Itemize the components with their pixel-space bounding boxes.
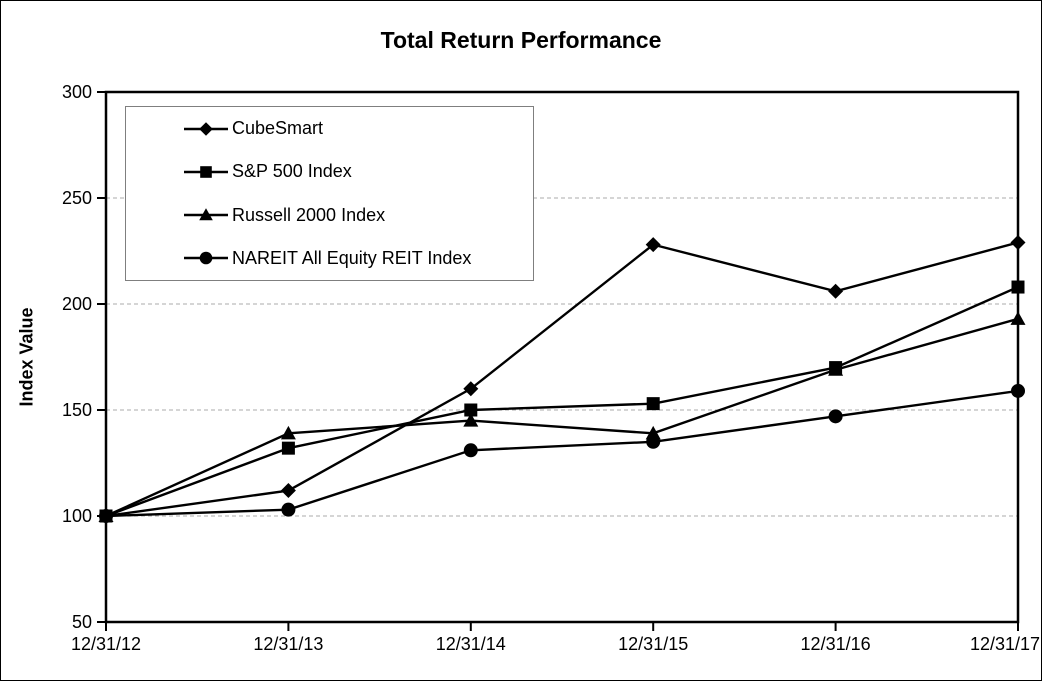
series-line-triangle [105, 317, 1019, 518]
triangle-marker [280, 425, 296, 440]
diamond-marker [828, 283, 844, 299]
triangle-marker [1010, 311, 1026, 325]
square-marker [99, 509, 113, 523]
circle-marker [646, 434, 661, 449]
square-marker [646, 397, 660, 411]
triangle-marker [463, 413, 479, 427]
x-tick-label: 12/31/14 [436, 634, 506, 654]
x-tick-label: 12/31/16 [801, 634, 871, 654]
legend-item-circle: NAREIT All Equity REIT Index [184, 237, 533, 280]
square-marker [829, 361, 843, 375]
diamond-marker [280, 483, 296, 499]
legend-item-triangle: Russell 2000 Index [184, 194, 533, 237]
y-tick-label: 300 [62, 82, 92, 102]
square-marker [464, 403, 478, 417]
legend-label: Russell 2000 Index [232, 204, 386, 225]
series-line-circle [105, 389, 1019, 518]
square-marker [281, 441, 295, 455]
diamond-marker [645, 237, 661, 253]
triangle-marker [199, 208, 213, 221]
legend-label: NAREIT All Equity REIT Index [232, 247, 472, 268]
legend: CubeSmart S&P 500 Index Russell 2000 Index… [125, 106, 534, 281]
x-tick-label: 12/31/12 [71, 634, 141, 654]
circle-marker [828, 409, 843, 424]
y-tick-label: 200 [62, 294, 92, 314]
square-marker [200, 166, 212, 178]
diamond-marker [199, 121, 213, 136]
diamond-marker [1010, 235, 1026, 251]
legend-label: CubeSmart [232, 118, 324, 139]
series-line-diamond [105, 241, 1019, 518]
legend-label: S&P 500 Index [232, 161, 352, 182]
series-line-square [105, 285, 1019, 518]
y-tick-label: 50 [72, 612, 92, 632]
legend-key-diamond-icon [184, 121, 228, 136]
legend-key-triangle-icon [184, 208, 228, 221]
legend-item-square: S&P 500 Index [184, 150, 533, 193]
legend-key-circle-icon [184, 252, 228, 265]
y-tick-label: 250 [62, 188, 92, 208]
chart-title: Total Return Performance [380, 27, 662, 53]
y-tick-label: 150 [62, 400, 92, 420]
x-tick-label: 12/31/13 [253, 634, 323, 654]
x-tick-label: 12/31/17 [970, 634, 1040, 654]
circle-marker [199, 252, 213, 265]
circle-marker [463, 443, 478, 458]
legend-item-diamond: CubeSmart [184, 107, 533, 150]
legend-key-square-icon [184, 166, 228, 178]
diamond-marker [463, 381, 479, 397]
y-tick-label: 100 [62, 506, 92, 526]
square-marker [1011, 280, 1025, 294]
x-tick-label: 12/31/15 [618, 634, 688, 654]
circle-marker [281, 502, 296, 517]
circle-marker [1011, 383, 1025, 398]
plot-border [104, 90, 1020, 624]
